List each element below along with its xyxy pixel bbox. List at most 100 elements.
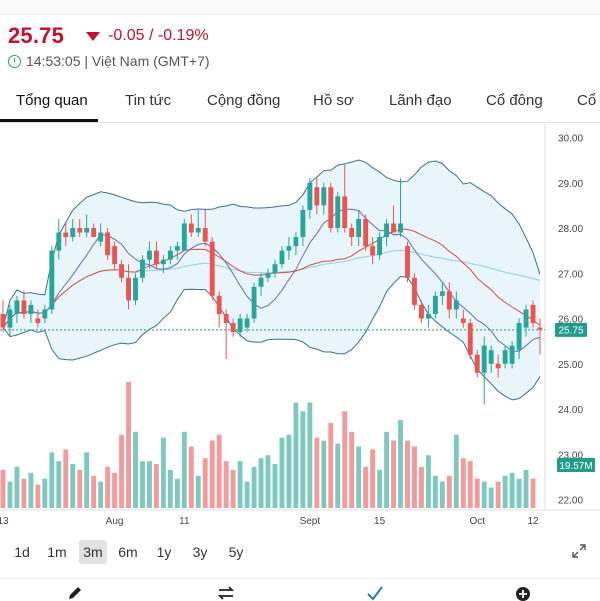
candle xyxy=(384,218,390,247)
candle xyxy=(425,304,431,328)
candle xyxy=(91,223,97,238)
price-chart[interactable]: 30.00 29.00 28.00 27.00 26.00 25.00 24.00 23.00… xyxy=(0,124,600,532)
candle xyxy=(279,246,285,269)
top-strip xyxy=(0,0,600,15)
candle xyxy=(314,178,320,215)
volume-bar xyxy=(405,440,410,508)
tab-shareholders[interactable]: Cổ đông xyxy=(486,92,543,109)
candle xyxy=(70,218,76,242)
tab-news[interactable]: Tin tức xyxy=(125,92,172,109)
volume-bar xyxy=(279,437,285,508)
volume-bar xyxy=(84,452,90,508)
volume-bar xyxy=(174,478,180,508)
tab-profile[interactable]: Hồ sơ xyxy=(313,92,354,109)
candle xyxy=(153,241,159,269)
volume-bar xyxy=(502,475,508,508)
volume-bar xyxy=(474,478,480,508)
volume-bar xyxy=(188,446,194,508)
volume-bar xyxy=(105,466,111,508)
range-5y[interactable]: 5y xyxy=(228,544,244,560)
candle xyxy=(530,300,536,328)
volume-bar xyxy=(28,472,34,508)
volume-bar xyxy=(160,437,166,508)
range-3m[interactable]: 3m xyxy=(79,540,107,564)
swap-icon[interactable] xyxy=(216,585,236,601)
bottom-toolbar xyxy=(0,578,600,601)
volume-bar xyxy=(133,431,138,508)
candle xyxy=(133,273,138,305)
volume-bar xyxy=(370,449,376,508)
volume-bar xyxy=(202,458,208,508)
candle xyxy=(405,241,410,283)
volume-bar xyxy=(356,446,362,508)
candle xyxy=(300,205,306,247)
pencil-icon[interactable] xyxy=(66,585,84,601)
range-6m[interactable]: 6m xyxy=(118,544,138,560)
add-icon[interactable] xyxy=(514,585,532,601)
expand-icon[interactable] xyxy=(572,544,586,558)
y-tick-label: 23.00 xyxy=(558,450,583,461)
volume-bar xyxy=(140,461,145,508)
quote-header: 25.75 -0.05 / -0.19% xyxy=(8,22,209,50)
y-tick-label: 22.00 xyxy=(558,496,583,507)
volume-bar xyxy=(181,431,187,508)
candle xyxy=(363,214,369,251)
volume-bar xyxy=(342,411,348,508)
volume-bar xyxy=(398,420,403,508)
volume-bar xyxy=(63,449,69,508)
candle xyxy=(391,205,396,233)
candle xyxy=(147,241,152,269)
candle xyxy=(398,178,403,238)
volume-bar xyxy=(91,475,97,508)
x-tick-label: Sept xyxy=(300,516,321,527)
candle xyxy=(432,291,438,319)
y-tick-label: 25.00 xyxy=(558,360,583,371)
candle xyxy=(209,237,215,301)
volume-bar xyxy=(56,461,62,508)
candle xyxy=(98,223,104,247)
y-tick-label: 30.00 xyxy=(558,134,583,145)
tab-bar: Tổng quan Tin tức Cộng đồng Hồ sơ Lãnh đ… xyxy=(0,80,600,123)
candle xyxy=(328,182,334,233)
volume-bar xyxy=(530,478,536,508)
volume-bar xyxy=(0,469,6,508)
volume-bar xyxy=(153,464,159,508)
candle xyxy=(167,246,173,265)
x-tick-label: 15 xyxy=(374,516,386,527)
volume-bar xyxy=(453,434,459,508)
volume-bar xyxy=(328,423,334,508)
candle xyxy=(105,228,111,260)
range-1d[interactable]: 1d xyxy=(14,544,30,560)
volume-bar xyxy=(335,443,341,508)
volume-bar xyxy=(42,478,48,508)
range-1y[interactable]: 1y xyxy=(156,544,172,560)
tab-overview[interactable]: Tổng quan xyxy=(16,92,88,109)
volume-bar xyxy=(321,440,327,508)
volume-bar xyxy=(377,469,383,508)
range-3y[interactable]: 3y xyxy=(192,544,208,560)
volume-bar xyxy=(244,481,250,508)
candle xyxy=(119,259,124,283)
candle xyxy=(377,232,383,260)
check-icon[interactable] xyxy=(366,585,384,601)
quote-time: 14:53:05 | Việt Nam (GMT+7) xyxy=(8,53,210,69)
volume-bar xyxy=(432,475,438,508)
quote-time-text: 14:53:05 | Việt Nam (GMT+7) xyxy=(26,53,210,69)
volume-bar xyxy=(307,402,313,508)
candle xyxy=(349,223,355,247)
range-1m[interactable]: 1m xyxy=(47,544,67,560)
candle xyxy=(446,282,452,319)
candle xyxy=(509,341,515,369)
candle xyxy=(335,191,341,233)
candle xyxy=(21,291,27,319)
x-tick-label: 12 xyxy=(527,516,539,527)
tab-community[interactable]: Cộng đồng xyxy=(207,92,281,109)
candle xyxy=(49,246,55,314)
candle xyxy=(223,309,229,360)
candle xyxy=(202,209,208,247)
volume-bar xyxy=(516,478,522,508)
tab-dividends[interactable]: Cổ t xyxy=(577,92,600,109)
candle xyxy=(502,345,508,369)
candle xyxy=(467,318,473,360)
tab-leadership[interactable]: Lãnh đạo xyxy=(389,92,452,109)
